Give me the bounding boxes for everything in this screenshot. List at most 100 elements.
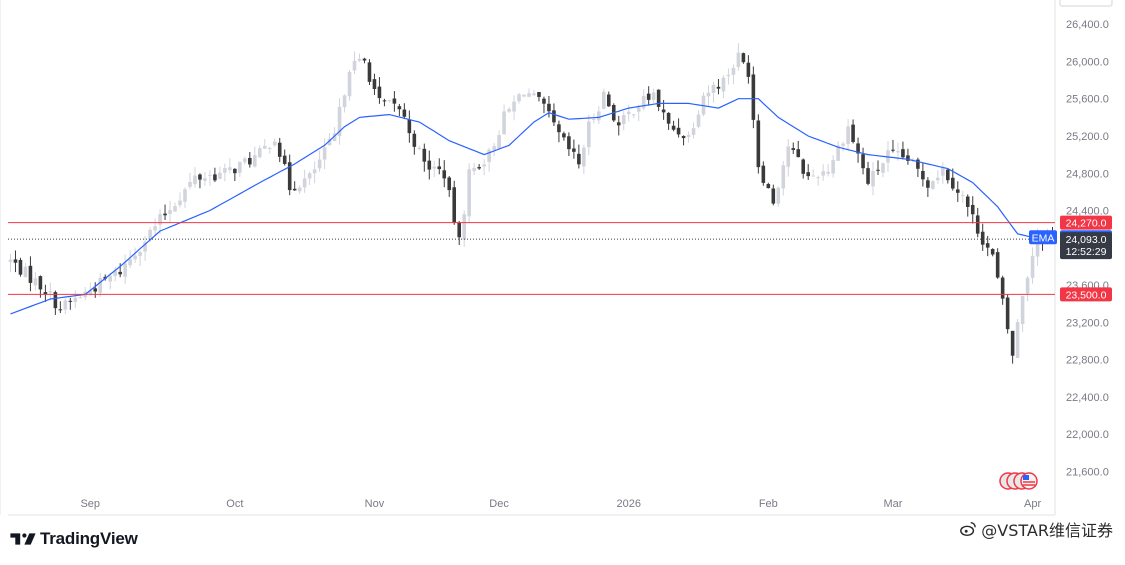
brand-name: TradingView: [40, 529, 138, 548]
candle-body: [1015, 322, 1020, 359]
y-tick-label: 25,600.0: [1066, 94, 1109, 106]
candle-body: [537, 92, 541, 97]
candle-body: [776, 187, 781, 204]
candle-body: [841, 143, 845, 146]
candle-body: [567, 136, 571, 150]
candle-body: [262, 145, 267, 149]
y-tick-label: 24,800.0: [1066, 168, 1109, 180]
candle-body: [821, 171, 825, 176]
candle-body: [487, 149, 491, 162]
candle-body: [906, 155, 910, 161]
candle-body: [671, 125, 676, 130]
candle-body: [522, 94, 526, 97]
line-tag-lower-bg: [1060, 287, 1112, 302]
y-tick-label: 25,200.0: [1066, 131, 1109, 143]
tradingview-brand[interactable]: TradingView: [10, 528, 138, 550]
candle-body: [936, 177, 940, 181]
ema-layer: [10, 98, 1053, 315]
candle-body: [228, 167, 232, 171]
candle-body: [223, 168, 227, 173]
candle-body: [527, 93, 531, 97]
flags-icon[interactable]: [999, 472, 1038, 490]
candle-body: [233, 168, 237, 174]
candle-body: [761, 165, 766, 183]
candle-body: [975, 215, 980, 234]
x-tick-label: Apr: [1024, 498, 1041, 510]
candle-body: [786, 146, 791, 167]
y-tick-label: 26,000.0: [1066, 56, 1109, 68]
candle-body: [706, 92, 711, 97]
candle-body: [960, 194, 965, 196]
x-axis: Sep Oct Nov Dec 2026 Feb Mar Apr: [80, 498, 1041, 510]
candle-body: [43, 292, 48, 295]
candle-body: [547, 103, 551, 112]
candle-body: [766, 184, 771, 189]
weibo-icon: [960, 521, 977, 537]
y-tick-label: 22,000.0: [1066, 429, 1109, 441]
candle-body: [407, 119, 412, 134]
candle-body: [517, 94, 521, 102]
candle-body: [542, 98, 546, 104]
candle-body: [891, 149, 895, 151]
grid-layer: [0, 0, 1113, 516]
x-tick-label: Dec: [489, 498, 509, 510]
candle-body: [577, 153, 581, 165]
candle-body: [238, 161, 242, 173]
tradingview-logo-icon: [10, 533, 36, 545]
candle-body: [582, 147, 586, 167]
candle-body: [477, 167, 481, 169]
candle-body: [751, 74, 756, 120]
candle-body: [796, 149, 801, 158]
candle-body: [332, 133, 337, 142]
candle-body: [427, 160, 432, 170]
candle-body: [816, 177, 820, 179]
candle-body: [616, 122, 621, 126]
x-tick-label: Feb: [759, 498, 778, 510]
price-tag-value: 24,093.0: [1066, 234, 1107, 246]
candle-body: [322, 147, 327, 160]
candle-body: [502, 111, 506, 135]
candle-body: [248, 157, 252, 165]
candle-body: [198, 174, 202, 180]
candle-body: [592, 118, 596, 120]
candle-body: [178, 200, 182, 206]
candle-body: [806, 172, 811, 177]
chart-svg[interactable]: Sep Oct Nov Dec 2026 Feb Mar Apr 26,400.0 26,000…: [0, 0, 1125, 525]
candle-body: [691, 128, 696, 135]
candle-body: [48, 291, 53, 293]
candle-body: [866, 168, 870, 184]
x-tick-label: Mar: [883, 498, 902, 510]
candle-body: [861, 154, 865, 169]
candle-body: [681, 135, 686, 139]
candle-body: [18, 259, 23, 275]
candle-body: [58, 309, 63, 311]
candle-body: [871, 170, 875, 187]
candle-body: [297, 187, 302, 192]
candle-body: [497, 135, 501, 149]
candle-body: [482, 164, 486, 167]
candle-body: [736, 52, 741, 67]
candle-body: [8, 259, 13, 262]
candle-body: [183, 189, 187, 202]
candle-body: [437, 166, 442, 170]
ema-name-tag-bg: [1029, 230, 1057, 245]
candle-body: [357, 58, 362, 61]
y-tick-label: 22,800.0: [1066, 355, 1109, 367]
candle-body: [636, 107, 641, 112]
candle-body: [128, 258, 132, 266]
candle-body: [307, 173, 312, 179]
candle-body: [108, 275, 113, 282]
candle-body: [965, 196, 970, 207]
chart-frame[interactable]: Sep Oct Nov Dec 2026 Feb Mar Apr 26,400.0 26,000…: [0, 0, 1125, 525]
candle-body: [23, 266, 28, 278]
candle-body: [721, 77, 726, 92]
candle-body: [552, 110, 556, 123]
candle-body: [955, 189, 960, 193]
candle-body: [985, 243, 990, 248]
candle-body: [756, 120, 761, 168]
candle-body: [188, 182, 192, 187]
candle-body: [846, 126, 850, 145]
candle-body: [950, 177, 955, 189]
candle-body: [208, 174, 212, 176]
candle-body: [203, 178, 207, 181]
